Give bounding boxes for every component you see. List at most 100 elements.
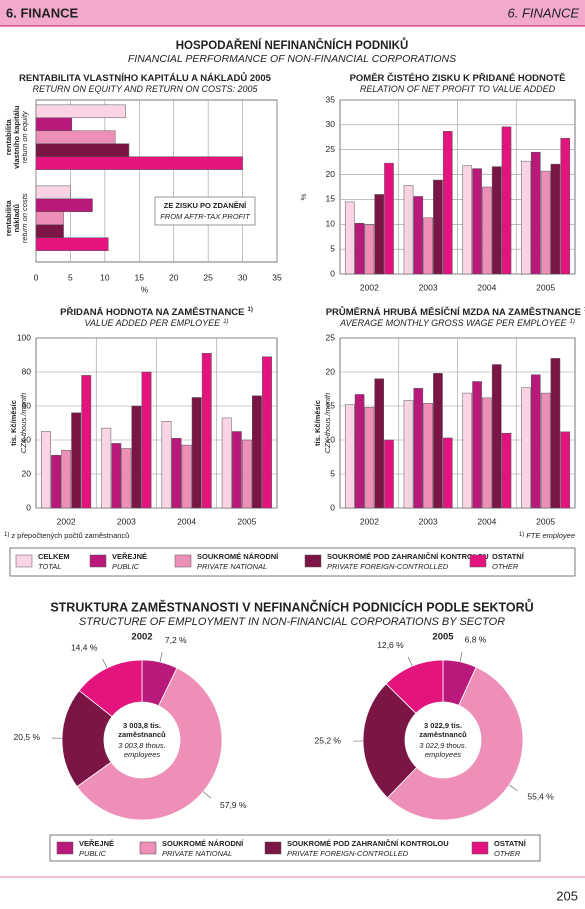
y-axis-label-en: CZK thous./month [19,393,28,453]
bar [252,395,262,509]
legend-label-en: PRIVATE FOREIGN-CONTROLLED [327,562,449,571]
y-axis-label: tis. Kč/měsíc [9,400,18,446]
chart-title: POMĚR ČISTÉHO ZISKU K PŘIDANÉ HODNOTĚ [350,72,566,84]
chart-subtitle: RETURN ON EQUITY AND RETURN ON COSTS: 20… [32,84,258,94]
x-tick-label: 2005 [536,282,555,292]
legend-label-en: TOTAL [38,562,61,571]
category-label: vlastního kapitálu [12,105,21,169]
leader-line [202,791,211,799]
x-tick-label: 5 [68,272,73,282]
header-left: 6. FINANCE [6,5,79,20]
bar [560,431,571,509]
legend-label: SOUKROMÉ POD ZAHRANIČNÍ KONTROLOU [287,839,449,848]
bar [501,126,512,275]
y-tick-label: 0 [330,268,335,278]
bar [423,217,433,275]
page-number: 205 [556,888,578,903]
chart-subtitle: RELATION OF NET PROFIT TO VALUE ADDED [360,84,556,94]
value-label: 57,9 % [220,800,247,810]
legend-label: OSTATNÍ [492,552,525,561]
x-tick-label: 15 [135,272,145,282]
bar [35,104,126,119]
legend-swatch [56,841,74,855]
y-tick-label: 25 [326,144,336,154]
pie-center-label: employees [124,750,161,759]
pie-hole [104,702,180,778]
legend-label-en: OTHER [494,849,521,858]
bar [442,131,453,275]
bar [354,394,365,509]
x-tick-label: 2002 [57,516,76,526]
bar [201,353,212,509]
bar [344,404,355,509]
chart-subtitle: AVERAGE MONTHLY GROSS WAGE PER EMPLOYEE 1… [339,318,575,328]
chart-title-text: RENTABILITA VLASTNÍHO KAPITÁLU A NÁKLADŮ… [19,72,272,84]
page-title: HOSPODAŘENÍ NEFINANČNÍCH PODNIKŮ [176,38,409,52]
legend-swatch [15,554,33,568]
y-tick-label: 5 [330,468,335,478]
bar [35,224,64,238]
chart-title: PŘIDANÁ HODNOTA NA ZAMĚSTNANCE 1) [60,306,253,318]
bar [413,388,424,509]
pie-center-label: 3 022,9 thous. [419,741,467,750]
x-tick-label: 30 [238,272,248,282]
y-tick-label: 20 [326,366,336,376]
y-tick-label: 5 [330,243,335,253]
chart-subtitle-text: RETURN ON EQUITY AND RETURN ON COSTS: 20… [32,84,258,94]
bar [540,170,551,275]
bar [462,165,473,275]
y-tick-label: 15 [326,194,336,204]
bar [433,179,443,275]
pie-title: 2002 [131,632,152,643]
y-axis-label-en: CZK thous./month [323,393,332,453]
legend-label: SOUKROMÉ POD ZAHRANIČNÍ KONTROLOU [327,552,489,561]
bar [540,392,551,509]
value-label: 14,4 % [71,643,98,653]
bar [61,449,72,509]
footnote-mark: 1) [519,532,524,538]
bar [141,371,152,509]
bar [384,162,394,275]
y-tick-label: 30 [326,119,336,129]
legend-swatch [471,841,489,855]
bar [35,117,73,132]
y-tick-label: 10 [326,219,336,229]
title-note: 1) [584,307,585,313]
x-tick-label: 35 [272,272,282,282]
bar [161,421,172,509]
chart-subtitle-text: VALUE ADDED PER EMPLOYEE [84,318,221,328]
bar [35,185,71,200]
x-tick-label: 2003 [117,516,136,526]
pie-center-label: 3 003,8 thous. [118,741,166,750]
bar [433,373,443,509]
y-tick-label: 15 [326,400,336,410]
bar [71,412,82,509]
bar [51,455,61,509]
x-tick-label: 2003 [419,516,438,526]
bar [403,400,414,509]
bar [231,431,242,509]
x-tick-label: 10 [100,272,110,282]
y-tick-label: 100 [17,332,31,342]
bar [35,237,109,251]
bar [491,166,502,275]
y-axis-label: tis. Kč/měsíc [313,400,322,446]
bar [413,196,424,275]
x-tick-label: 2002 [360,516,379,526]
legend-label: CELKEM [38,552,70,561]
value-label: 20,5 % [14,732,41,742]
chart-subtitle-text: RELATION OF NET PROFIT TO VALUE ADDED [360,84,556,94]
pie-title: 2005 [432,632,454,643]
x-tick-label: 2003 [419,282,438,292]
leader-line [102,658,108,669]
legend-label-en: PUBLIC [112,562,140,571]
bar [364,407,375,509]
value-label: 25,2 % [315,736,342,746]
pie-hole [405,702,481,778]
bar [501,432,512,509]
bar [101,427,112,509]
bar [442,437,453,509]
legend-label-en: OTHER [492,562,519,571]
bar [374,378,384,509]
